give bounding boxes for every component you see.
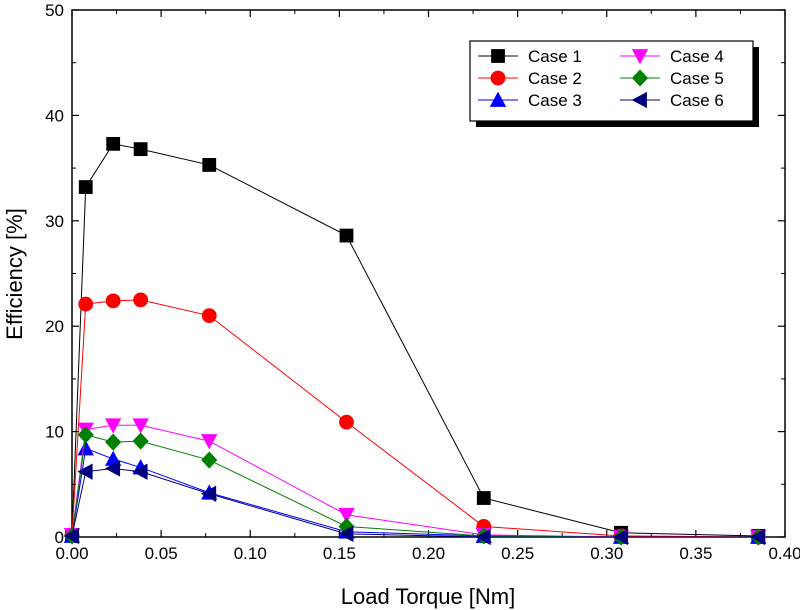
- legend-label-4: Case 4: [670, 47, 724, 66]
- y-tick-label-0: 0: [55, 528, 64, 547]
- y-tick-label-3: 30: [45, 212, 64, 231]
- legend-marker-3: [489, 91, 507, 107]
- legend-marker-4: [631, 49, 649, 65]
- data-point-s4-2: [105, 418, 122, 434]
- data-point-s6-4: [200, 485, 217, 502]
- legend-marker-2: [490, 70, 506, 86]
- data-point-s2-1: [78, 296, 94, 312]
- data-point-s1-6: [476, 491, 491, 505]
- series-2: [64, 292, 766, 545]
- data-point-s3-1: [77, 440, 94, 456]
- data-point-s5-2: [105, 433, 122, 451]
- series-layer: [63, 136, 767, 546]
- series-line-4: [71, 424, 759, 538]
- legend-item-3: Case 3: [478, 91, 582, 110]
- data-point-s4-5: [338, 507, 355, 524]
- y-tick-label-2: 20: [45, 317, 64, 336]
- x-axis-title: Load Torque [Nm]: [341, 584, 515, 609]
- data-point-s4-4: [201, 434, 218, 450]
- data-point-s2-3: [133, 292, 149, 308]
- legend-marker-6: [631, 91, 647, 109]
- legend-marker-1: [491, 49, 505, 63]
- x-tick-label-4: 0.20: [412, 544, 445, 563]
- data-point-s1-1: [78, 180, 93, 194]
- legend-box: [469, 40, 754, 122]
- data-point-s6-5: [338, 525, 354, 543]
- legend-label-5: Case 5: [670, 69, 724, 88]
- legend-item-4: Case 4: [620, 47, 724, 66]
- data-point-s6-7: [612, 528, 628, 546]
- data-point-s1-2: [106, 136, 121, 151]
- y-tick-label-4: 40: [45, 106, 64, 125]
- data-point-s5-1: [77, 426, 94, 444]
- data-point-s6-2: [104, 460, 121, 477]
- series-line-2: [71, 299, 759, 538]
- series-line-5: [71, 434, 759, 538]
- series-line-6: [71, 467, 759, 538]
- x-tick-label-3: 0.15: [323, 544, 356, 563]
- legend-label-3: Case 3: [528, 91, 582, 110]
- data-point-s2-5: [339, 414, 354, 430]
- x-tick-label-6: 0.30: [590, 544, 623, 563]
- legend-label-1: Case 1: [528, 47, 582, 66]
- data-point-s2-4: [201, 308, 217, 324]
- x-tick-label-8: 0.40: [768, 544, 800, 563]
- series-line-1: [71, 143, 759, 537]
- data-point-s6-3: [132, 463, 148, 480]
- data-point-s1-3: [133, 142, 148, 157]
- series-6: [63, 460, 766, 546]
- y-tick-label-5: 50: [45, 1, 64, 20]
- x-tick-label-5: 0.25: [501, 544, 534, 563]
- data-point-s4-3: [132, 418, 149, 434]
- series-3: [63, 440, 767, 544]
- data-point-s2-2: [105, 293, 121, 309]
- data-point-s5-3: [132, 432, 149, 450]
- y-tick-label-1: 10: [45, 423, 64, 442]
- data-point-s6-0: [63, 527, 79, 545]
- x-tick-label-1: 0.05: [145, 544, 178, 563]
- legend-item-2: Case 2: [478, 69, 582, 88]
- data-point-s1-4: [202, 158, 217, 172]
- legend-item-5: Case 5: [620, 69, 724, 88]
- data-point-s6-8: [749, 528, 766, 546]
- legend-label-2: Case 2: [528, 69, 582, 88]
- data-point-s5-4: [201, 451, 218, 469]
- series-line-3: [71, 447, 759, 538]
- data-point-s1-5: [339, 228, 354, 243]
- legend-marker-5: [631, 69, 649, 87]
- x-tick-label-0: 0.00: [55, 544, 88, 563]
- series-5: [63, 426, 767, 546]
- axis-ticks: 0.00 0.05 0.10 0.15 0.20 0.25 0.30 0.35 0.40 0 10 2…: [45, 1, 800, 563]
- legend-item-1: Case 1: [478, 47, 582, 66]
- series-4: [63, 418, 767, 546]
- legend-item-6: Case 6: [620, 91, 724, 110]
- data-point-s6-1: [77, 463, 93, 480]
- data-point-s6-6: [475, 528, 491, 546]
- x-tick-label-2: 0.10: [234, 544, 267, 563]
- legend-label-6: Case 6: [670, 91, 724, 110]
- x-tick-label-7: 0.35: [679, 544, 712, 563]
- y-axis-title: Efficiency [%]: [2, 208, 27, 340]
- legend: Case 1 Case 2 Case 3 Case 4 Case 5 Case 6: [469, 40, 759, 127]
